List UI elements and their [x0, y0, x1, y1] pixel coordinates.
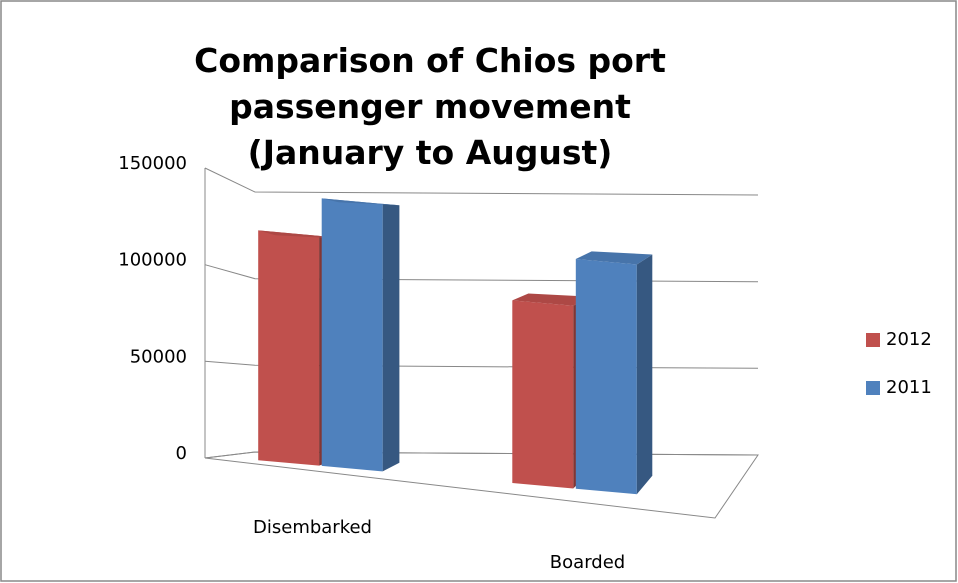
grid-line [204, 167, 759, 196]
bar-front [512, 300, 574, 489]
bar [321, 198, 400, 472]
bar-top [258, 230, 337, 239]
bar-top [512, 293, 590, 306]
y-tick-label: 100000 [118, 250, 187, 271]
bar [575, 251, 653, 495]
bar-front [575, 259, 637, 495]
bar-front [321, 198, 383, 472]
legend-swatch [866, 381, 880, 395]
y-tick-label: 0 [176, 443, 187, 464]
y-tick-label: 150000 [118, 153, 187, 174]
bar-side [382, 203, 400, 472]
y-tick-label: 50000 [130, 346, 187, 367]
x-tick-label: Boarded [550, 552, 625, 573]
x-tick-label: Disembarked [253, 517, 372, 538]
bar-front [258, 230, 320, 466]
bar-top [321, 198, 400, 206]
legend-label: 2011 [886, 377, 932, 398]
legend-label: 2012 [886, 329, 932, 350]
legend-swatch [866, 333, 880, 347]
bar-top [575, 251, 653, 265]
chart-title: Comparison of Chios port passenger movem… [194, 41, 666, 172]
bar-side [636, 254, 653, 495]
